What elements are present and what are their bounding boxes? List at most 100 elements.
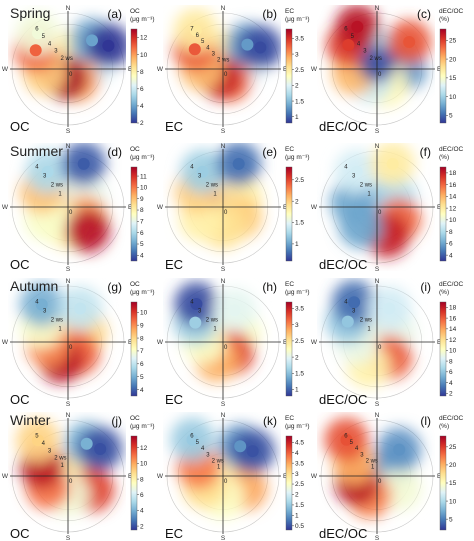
data-point-j-0 (32, 434, 44, 447)
data-point-f-0 (350, 165, 363, 178)
data-point-c-0 (342, 39, 355, 51)
colorbar-tick: 5 (140, 374, 144, 381)
colorbar-title: OC (130, 8, 140, 15)
compass-s: S (66, 128, 71, 135)
colorbar-tick: 18 (449, 170, 457, 177)
variable-label: dEC/OC (319, 119, 367, 134)
ring-label: 5 (201, 39, 205, 45)
data-point-h-0 (189, 316, 202, 329)
colorbar-tick: 6 (140, 86, 144, 93)
season-label: Summer (10, 143, 63, 159)
compass-s: S (375, 401, 380, 408)
variable-label: EC (165, 392, 183, 407)
panel-letter: (g) (107, 280, 122, 294)
compass-w: W (2, 204, 9, 211)
colorbar: EC(μg m⁻³) 0.5 1 1.5 2 2.5 3 3.5 4 4.5 (285, 415, 310, 531)
ring-label: 6 (344, 434, 348, 440)
concentration-surface (19, 282, 108, 384)
colorbar-tick: 1 (295, 513, 299, 520)
colorbar: EC(μg m⁻³) 1 1.5 2 2.5 3 3.5 (285, 281, 310, 397)
ring-label: 4 (48, 41, 52, 47)
compass-e: E (437, 339, 442, 346)
colorbar-tick: 2 (140, 523, 144, 530)
ring-label: 4 (355, 446, 359, 452)
ring-label-zero: 0 (224, 345, 228, 351)
compass-n: N (66, 143, 71, 150)
compass-n: N (375, 412, 380, 419)
data-point-h-1 (190, 298, 203, 310)
ring-label: 3 (43, 174, 47, 180)
compass-s: S (375, 266, 380, 273)
colorbar-tick: 8 (449, 358, 453, 365)
variable-label: OC (10, 392, 30, 407)
colorbar-title: (μg m⁻³) (130, 16, 155, 23)
concentration-surface (173, 282, 262, 383)
colorbar-tick: 4 (140, 387, 144, 394)
data-point-h-2 (228, 304, 241, 317)
colorbar-tick: 4 (449, 380, 453, 387)
compass-e: E (128, 473, 133, 480)
colorbar-title: (%) (439, 423, 449, 430)
colorbar-tick: 4 (140, 103, 144, 110)
data-point-d-0 (41, 165, 54, 178)
panel-letter: (e) (262, 145, 277, 159)
colorbar-title: EC (285, 415, 294, 422)
compass-s: S (375, 128, 380, 135)
colorbar: dEC/OC(%) 2 4 6 8 10 12 14 16 18 (439, 281, 464, 398)
colorbar-tick: 7 (140, 219, 144, 226)
colorbar-tick: 5 (449, 516, 453, 523)
colorbar-title: OC (130, 281, 140, 288)
colorbar-tick: 1 (295, 387, 299, 394)
compass-w: W (2, 473, 9, 480)
season-label: Spring (10, 5, 50, 21)
compass-e: E (283, 473, 288, 480)
ring-label: 3 (198, 174, 202, 180)
compass-e: E (128, 204, 133, 211)
compass-n: N (375, 5, 380, 12)
colorbar-tick: 9 (140, 196, 144, 203)
colorbar-title: OC (130, 415, 140, 422)
concentration-surface (16, 418, 123, 517)
data-point-k-1 (234, 440, 247, 453)
variable-label: dEC/OC (319, 392, 367, 407)
data-point-b-1 (189, 24, 202, 37)
colorbar-tick: 2.5 (295, 481, 304, 488)
colorbar: OC(μg m⁻³) 2 4 6 8 10 12 (130, 8, 155, 127)
colorbar-title: (%) (439, 289, 449, 296)
colorbar-tick: 12 (140, 35, 148, 42)
data-point-k-2 (246, 445, 259, 458)
colorbar: OC(μg m⁻³) 4 5 6 7 8 9 10 (130, 281, 155, 397)
colorbar-tick: 1.5 (295, 371, 304, 378)
data-point-g-0 (35, 298, 48, 311)
ring-label: 4 (206, 45, 210, 51)
colorbar-tick: 20 (449, 56, 457, 63)
colorbar-tick: 2.5 (295, 338, 304, 345)
panel-letter: (l) (420, 414, 431, 428)
concentration-surface (329, 143, 421, 258)
ring-label: 5 (350, 440, 354, 446)
ring-label-zero: 0 (378, 479, 382, 485)
colorbar-tick: 2.5 (295, 67, 304, 74)
colorbar-tick: 12 (140, 445, 148, 452)
ring-label-zero: 0 (378, 210, 382, 216)
data-point-a-1 (32, 27, 44, 40)
compass-e: E (283, 66, 288, 73)
colorbar: dEC/OC(%) 4 6 8 10 12 14 16 18 (439, 146, 464, 262)
ring-label: 2 ws (51, 183, 63, 189)
ring-label: 1 (213, 192, 217, 198)
variable-label: dEC/OC (319, 257, 367, 272)
colorbar-tick: 2 (140, 120, 144, 127)
compass-w: W (311, 473, 318, 480)
compass-n: N (221, 5, 226, 12)
ring-label: 1 (61, 463, 65, 469)
ring-label: 4 (35, 165, 39, 171)
compass-n: N (221, 412, 226, 419)
compass-s: S (66, 266, 71, 273)
data-point-i-0 (341, 315, 354, 328)
data-point-g-1 (74, 302, 87, 315)
ring-label-zero: 0 (69, 345, 73, 351)
